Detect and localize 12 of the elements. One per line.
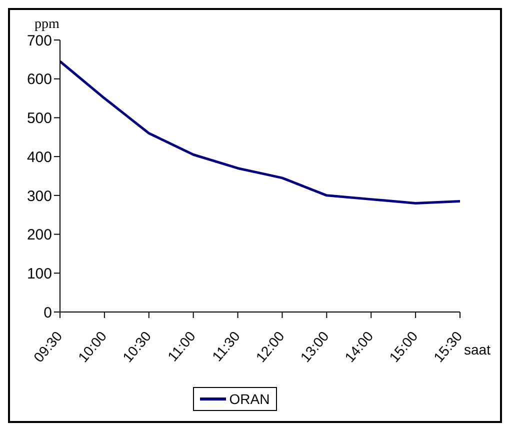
y-tick-label: 400 — [26, 148, 52, 166]
y-tick-label: 600 — [26, 71, 52, 88]
line-series — [58, 60, 462, 204]
y-tick-label: 300 — [26, 188, 52, 205]
y-tick-label: 200 — [26, 226, 52, 244]
y-tick-label: 100 — [26, 265, 52, 282]
legend-label: ORAN — [229, 391, 270, 407]
y-axis-title: ppm — [34, 17, 60, 32]
x-axis-title: saat — [464, 341, 491, 358]
y-tick-label: 700 — [26, 32, 52, 50]
y-tick-label: 0 — [44, 304, 52, 322]
y-tick-label: 500 — [26, 110, 52, 128]
